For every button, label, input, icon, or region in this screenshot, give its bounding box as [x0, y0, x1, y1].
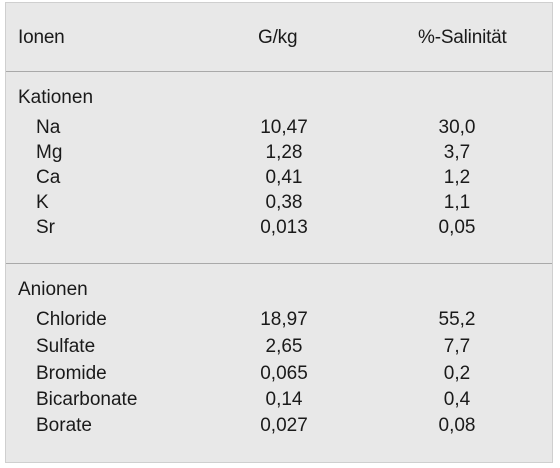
ion-name: Bicarbonate [36, 389, 138, 410]
table-row: Mg 1,28 3,7 [6, 142, 552, 166]
ion-name: K [36, 192, 49, 213]
table-row: Sr 0,013 0,05 [6, 217, 552, 241]
table-row: Sulfate 2,65 7,7 [6, 336, 552, 360]
section-anionen: Anionen Chloride 18,97 55,2 Sulfate 2,65… [6, 265, 552, 462]
ion-salinity: 1,2 [443, 167, 471, 188]
ion-gkg: 10,47 [260, 117, 308, 138]
table-row: Bromide 0,065 0,2 [6, 363, 552, 387]
table-row: Bicarbonate 0,14 0,4 [6, 389, 552, 413]
ion-salinity: 0,08 [438, 415, 476, 436]
header-gkg: G/kg [258, 27, 298, 48]
ion-gkg: 2,65 [265, 336, 303, 357]
table-row: Chloride 18,97 55,2 [6, 309, 552, 333]
section-title-anionen: Anionen [18, 279, 88, 300]
ion-name: Borate [36, 415, 92, 436]
ion-name: Sulfate [36, 336, 96, 357]
ion-gkg: 0,41 [265, 167, 303, 188]
section-title-kationen: Kationen [18, 87, 94, 108]
ion-salinity: 30,0 [438, 117, 476, 138]
ion-salinity: 0,4 [443, 389, 471, 410]
ion-salinity: 0,2 [443, 363, 471, 384]
ion-name: Bromide [36, 363, 107, 384]
ion-gkg: 0,065 [260, 363, 308, 384]
ion-salinity: 55,2 [438, 309, 476, 330]
table-row: Ca 0,41 1,2 [6, 167, 552, 191]
ion-gkg: 0,027 [260, 415, 308, 436]
table-row: K 0,38 1,1 [6, 192, 552, 216]
ion-composition-table: Ionen G/kg %-Salinität Kationen Na 10,47… [5, 2, 553, 463]
table-row: Borate 0,027 0,08 [6, 415, 552, 439]
ion-gkg: 0,38 [265, 192, 303, 213]
section-kationen: Kationen Na 10,47 30,0 Mg 1,28 3,7 Ca 0,… [6, 71, 552, 264]
table-header: Ionen G/kg %-Salinität [6, 3, 552, 72]
ion-salinity: 0,05 [438, 217, 476, 238]
ion-name: Mg [36, 142, 63, 163]
ion-gkg: 0,14 [265, 389, 303, 410]
ion-salinity: 7,7 [443, 336, 471, 357]
ion-name: Ca [36, 167, 61, 188]
ion-name: Na [36, 117, 61, 138]
ion-salinity: 3,7 [443, 142, 471, 163]
ion-name: Chloride [36, 309, 107, 330]
ion-gkg: 1,28 [265, 142, 303, 163]
ion-name: Sr [36, 217, 55, 238]
ion-gkg: 18,97 [260, 309, 308, 330]
table-row: Na 10,47 30,0 [6, 117, 552, 141]
header-salinity: %-Salinität [418, 27, 507, 48]
ion-salinity: 1,1 [443, 192, 471, 213]
ion-gkg: 0,013 [260, 217, 308, 238]
header-ionen: Ionen [18, 27, 65, 48]
